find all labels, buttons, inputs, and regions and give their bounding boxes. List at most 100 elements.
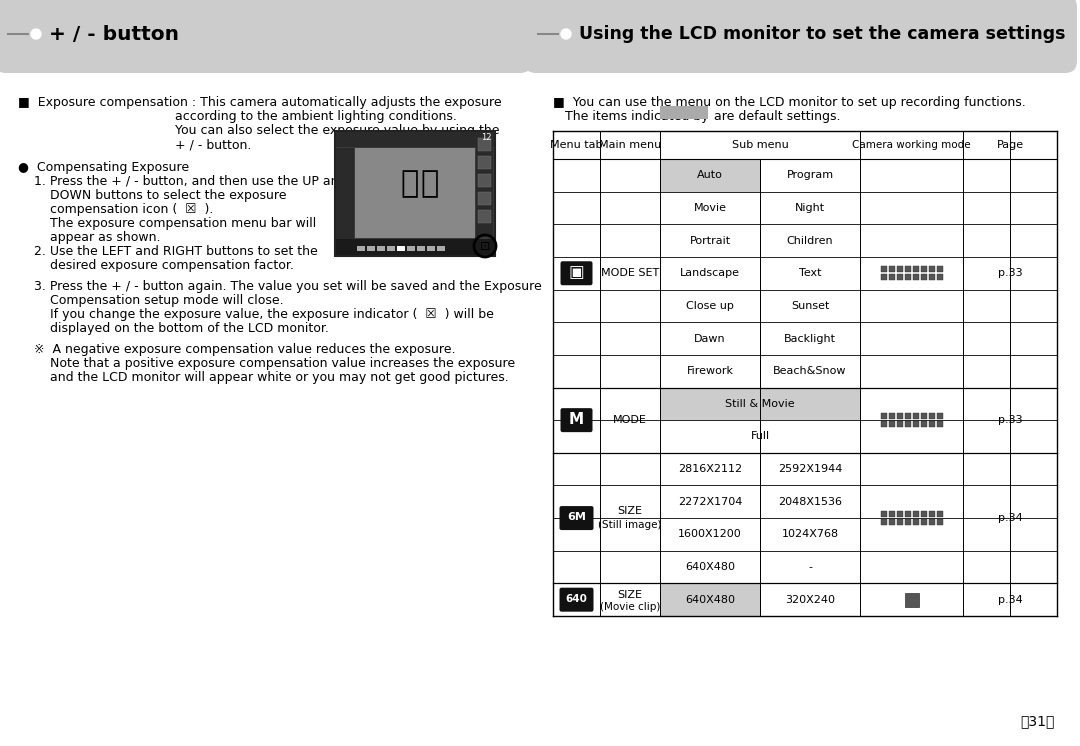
Text: 6M: 6M [567, 512, 586, 522]
Text: 👩: 👩 [401, 169, 419, 198]
Text: Main menu: Main menu [599, 140, 661, 150]
Bar [880, 266, 887, 272]
Text: M: M [569, 412, 584, 427]
Bar [896, 421, 903, 427]
Text: 640X480: 640X480 [685, 562, 735, 572]
Bar [889, 421, 894, 427]
FancyBboxPatch shape [559, 506, 594, 530]
Bar [417, 246, 426, 251]
Bar [367, 246, 375, 251]
Bar [905, 421, 910, 427]
Bar [660, 387, 860, 420]
Bar [478, 174, 491, 187]
Text: Landscape: Landscape [680, 269, 740, 278]
Bar [913, 275, 918, 280]
Bar [905, 266, 910, 272]
Circle shape [561, 29, 571, 39]
Text: according to the ambient lighting conditions.: according to the ambient lighting condit… [175, 110, 457, 123]
Bar [920, 519, 927, 525]
Bar [336, 148, 354, 255]
Text: ▣: ▣ [569, 263, 584, 281]
Bar [896, 266, 903, 272]
Bar [920, 275, 927, 280]
Text: 640X480: 640X480 [685, 595, 735, 605]
Bar [476, 147, 492, 236]
Bar [880, 511, 887, 517]
Bar [478, 192, 491, 205]
Bar [336, 132, 494, 147]
Bar [905, 275, 910, 280]
Text: The items indicated by: The items indicated by [553, 110, 708, 123]
Bar [889, 413, 894, 419]
Text: desired exposure compensation factor.: desired exposure compensation factor. [18, 259, 294, 272]
Bar [478, 210, 491, 223]
Text: 2048X1536: 2048X1536 [778, 497, 842, 507]
Text: MODE SET: MODE SET [600, 269, 659, 278]
Bar [407, 246, 415, 251]
Text: Sunset: Sunset [791, 301, 829, 311]
Bar [929, 266, 934, 272]
Bar [377, 246, 384, 251]
Bar [905, 592, 918, 606]
Text: Compensation setup mode will close.: Compensation setup mode will close. [18, 294, 284, 307]
Bar [929, 413, 934, 419]
Bar [437, 246, 445, 251]
Text: ●  Compensating Exposure: ● Compensating Exposure [18, 161, 189, 174]
Text: 12: 12 [482, 133, 492, 142]
Text: + / - button: + / - button [49, 25, 179, 43]
Text: Dawn: Dawn [694, 333, 726, 344]
Text: ■  You can use the menu on the LCD monitor to set up recording functions.: ■ You can use the menu on the LCD monito… [553, 96, 1026, 109]
Bar [920, 266, 927, 272]
Text: Backlight: Backlight [784, 333, 836, 344]
Text: 1. Press the + / - button, and then use the UP and: 1. Press the + / - button, and then use … [18, 175, 347, 188]
Bar [889, 511, 894, 517]
Bar [936, 511, 943, 517]
Bar [335, 131, 495, 256]
Bar [913, 421, 918, 427]
Text: 2272X1704: 2272X1704 [678, 497, 742, 507]
Bar [920, 413, 927, 419]
Bar [880, 421, 887, 427]
Text: Children: Children [786, 236, 834, 245]
Text: Movie: Movie [693, 203, 727, 213]
Bar [896, 413, 903, 419]
Text: are default settings.: are default settings. [714, 110, 840, 123]
Bar [936, 275, 943, 280]
Bar [929, 519, 934, 525]
Text: Full: Full [751, 431, 770, 442]
Text: 🤵: 🤵 [421, 169, 440, 198]
Bar [936, 266, 943, 272]
Bar [905, 413, 910, 419]
Text: Program: Program [786, 170, 834, 181]
Text: Firework: Firework [687, 366, 733, 376]
Bar [913, 266, 918, 272]
Bar [929, 511, 934, 517]
Text: ⊡: ⊡ [480, 239, 490, 252]
FancyBboxPatch shape [0, 0, 532, 73]
Text: p.34: p.34 [998, 595, 1023, 605]
Text: p.33: p.33 [998, 415, 1023, 425]
Text: ※  A negative exposure compensation value reduces the exposure.: ※ A negative exposure compensation value… [18, 343, 456, 356]
Bar [929, 275, 934, 280]
Text: + / - button.: + / - button. [175, 138, 252, 151]
Bar [936, 519, 943, 525]
FancyBboxPatch shape [561, 261, 593, 285]
FancyBboxPatch shape [559, 588, 594, 612]
Text: 320X240: 320X240 [785, 595, 835, 605]
Text: Close up: Close up [686, 301, 734, 311]
Text: 1024X768: 1024X768 [782, 530, 838, 539]
Text: compensation icon (  ☒  ).: compensation icon ( ☒ ). [18, 203, 214, 216]
Text: ■  Exposure compensation : This camera automatically adjusts the exposure: ■ Exposure compensation : This camera au… [18, 96, 501, 109]
Bar [896, 511, 903, 517]
Text: MODE: MODE [613, 415, 647, 425]
Text: Still & Movie: Still & Movie [725, 399, 795, 409]
Bar [936, 421, 943, 427]
Bar [929, 421, 934, 427]
Text: SIZE: SIZE [618, 506, 643, 516]
Text: You can also select the exposure value by using the: You can also select the exposure value b… [175, 124, 499, 137]
Bar [478, 138, 491, 151]
Bar [896, 275, 903, 280]
Text: Menu tab: Menu tab [550, 140, 603, 150]
Bar [913, 511, 918, 517]
Bar [936, 413, 943, 419]
